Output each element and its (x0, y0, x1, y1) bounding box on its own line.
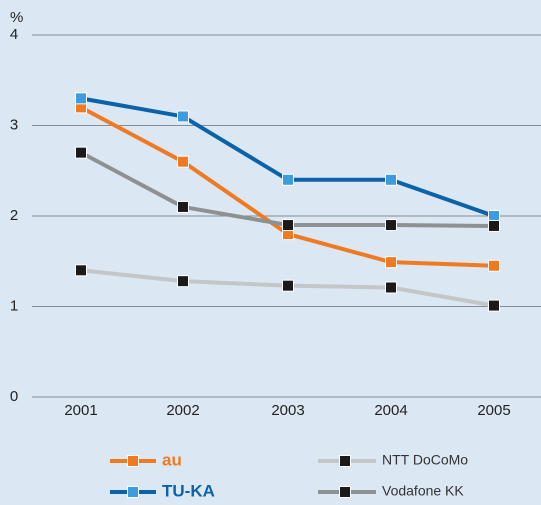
legend-label: au (162, 450, 182, 469)
legend-marker (127, 486, 139, 498)
y-tick-label: 4 (10, 26, 18, 43)
marker (177, 200, 189, 213)
y-axis-label: % (10, 9, 23, 26)
x-tick-label: 2005 (477, 402, 510, 419)
y-tick-label: 2 (10, 207, 18, 224)
marker (75, 146, 87, 159)
legend-label: TU-KA (162, 481, 215, 500)
marker (282, 219, 294, 232)
legend-label: NTT DoCoMo (382, 452, 468, 468)
y-tick-label: 0 (10, 388, 18, 405)
marker (488, 210, 500, 222)
y-tick-label: 1 (10, 297, 18, 314)
legend-label: Vodafone KK (382, 483, 464, 499)
marker (177, 275, 189, 288)
legend-marker (339, 455, 351, 467)
legend-marker (339, 486, 351, 498)
marker (488, 259, 500, 272)
marker (177, 110, 189, 123)
line (80, 150, 495, 228)
marker (75, 264, 87, 277)
marker (385, 256, 397, 269)
marker (385, 173, 397, 186)
y-tick-label: 3 (10, 116, 18, 133)
line (80, 96, 495, 218)
marker (282, 173, 294, 186)
marker (385, 219, 397, 232)
x-tick-label: 2003 (271, 402, 304, 419)
marker (488, 219, 500, 232)
x-tick-label: 2004 (374, 402, 407, 419)
marker (177, 155, 189, 168)
legend-marker (127, 455, 139, 467)
x-tick-label: 2002 (166, 402, 199, 419)
marker (488, 299, 500, 312)
marker (75, 92, 87, 105)
x-tick-label: 2001 (64, 402, 97, 419)
marker (282, 279, 294, 292)
marker (385, 281, 397, 294)
